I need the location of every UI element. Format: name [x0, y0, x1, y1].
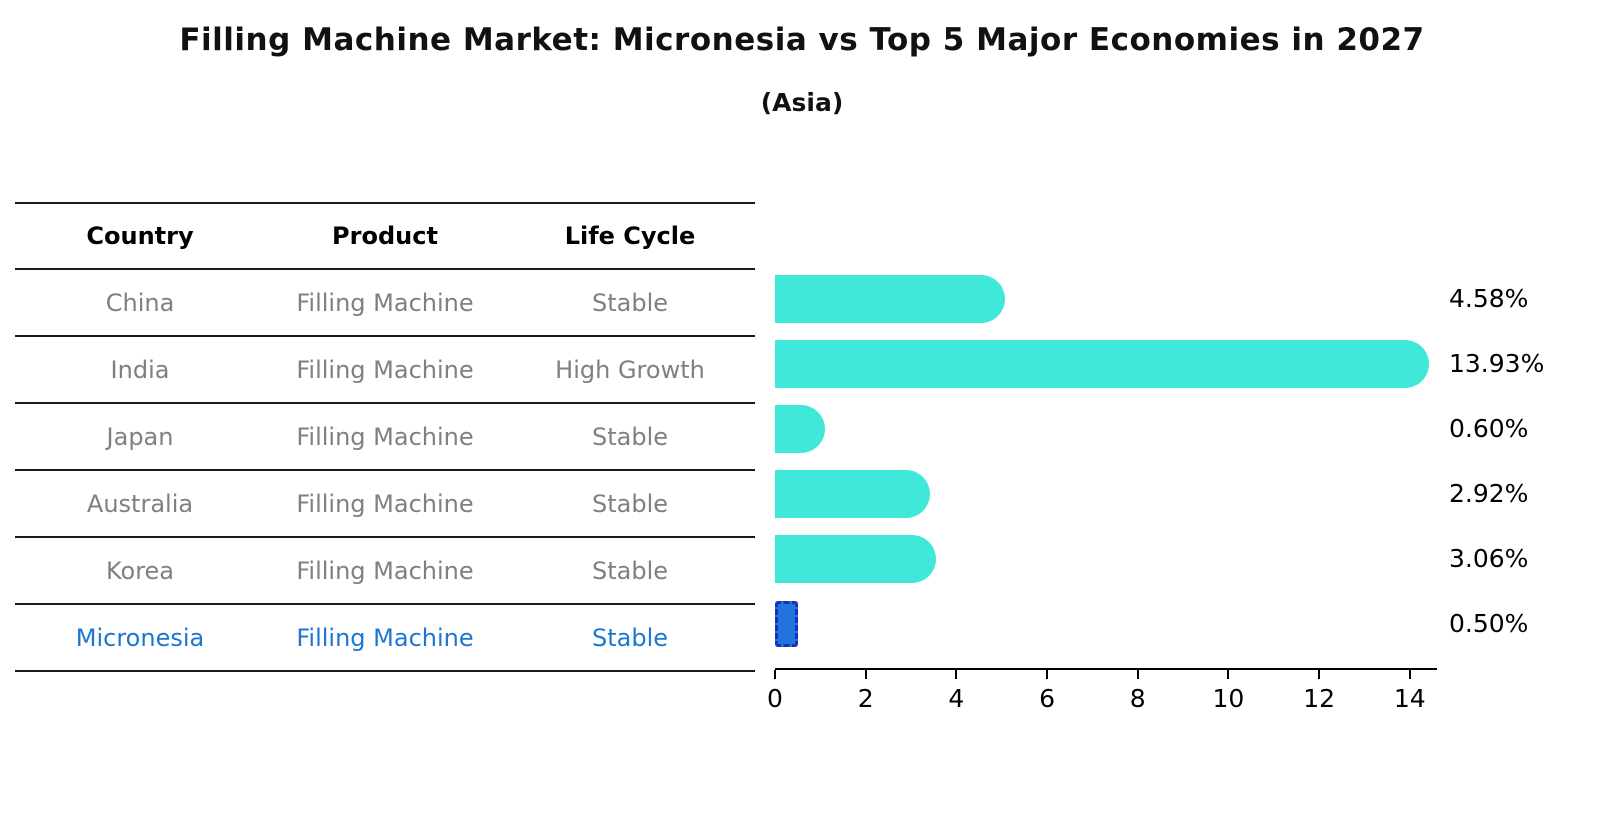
x-tick-mark	[1136, 670, 1139, 679]
product-cell: Filling Machine	[296, 355, 474, 384]
x-tick-label: 4	[948, 684, 965, 713]
x-axis: 0 2 4 6 8 10 12 14	[767, 668, 1437, 732]
x-tick-label: 10	[1212, 684, 1245, 713]
value-label: 3.06%	[1449, 544, 1529, 573]
country-cell: Australia	[86, 489, 194, 518]
header-product: Product	[332, 222, 438, 250]
x-tick-label: 6	[1039, 684, 1055, 713]
value-label: 13.93%	[1449, 349, 1545, 378]
country-table: Country Product Life Cycle China Filling…	[15, 202, 755, 672]
bar-japan	[775, 404, 825, 453]
x-tick-mark	[1408, 670, 1411, 679]
bar-row	[775, 266, 1437, 331]
bar-row	[775, 331, 1437, 396]
country-cell: Japan	[106, 422, 174, 451]
x-tick-label: 2	[857, 684, 874, 713]
table-row: India Filling Machine High Growth	[15, 337, 755, 404]
bar-china	[775, 274, 1006, 323]
value-label: 4.58%	[1449, 284, 1529, 313]
lifecycle-cell: High Growth	[555, 355, 705, 384]
lifecycle-cell: Stable	[591, 288, 669, 317]
chart-title: Filling Machine Market: Micronesia vs To…	[179, 22, 1425, 58]
value-row: 4.58%	[1449, 266, 1604, 331]
bar-row	[775, 591, 1437, 656]
bar-row	[775, 396, 1437, 461]
value-row: 2.92%	[1449, 461, 1604, 526]
header-lifecycle: Life Cycle	[564, 222, 696, 250]
lifecycle-cell: Stable	[591, 556, 669, 585]
bar-row	[775, 526, 1437, 591]
x-tick-mark	[1046, 670, 1049, 679]
x-tick-mark	[1318, 670, 1321, 679]
table-row-micronesia: Micronesia Filling Machine Stable	[15, 605, 755, 672]
x-tick-mark	[1227, 670, 1230, 679]
bar-korea	[775, 534, 937, 583]
bar-india	[775, 339, 1430, 388]
value-label: 2.92%	[1449, 479, 1529, 508]
country-cell: China	[105, 288, 175, 317]
bar-row	[775, 461, 1437, 526]
product-cell: Filling Machine	[296, 422, 474, 451]
chart-subtitle: (Asia)	[760, 88, 844, 117]
value-label: 0.50%	[1449, 609, 1529, 638]
value-row: 3.06%	[1449, 526, 1604, 591]
product-cell: Filling Machine	[296, 556, 474, 585]
x-tick-label: 8	[1129, 684, 1146, 713]
x-tick-mark	[955, 670, 958, 679]
bar-australia	[775, 469, 931, 518]
country-cell: Micronesia	[75, 623, 205, 652]
x-tick-label: 14	[1393, 684, 1426, 713]
value-row: 13.93%	[1449, 331, 1604, 396]
country-cell: Korea	[105, 556, 175, 585]
product-cell: Filling Machine	[296, 623, 474, 652]
value-row: 0.60%	[1449, 396, 1604, 461]
table-header-row: Country Product Life Cycle	[15, 202, 755, 270]
table-row: Korea Filling Machine Stable	[15, 538, 755, 605]
value-labels: 4.58% 13.93% 0.60% 2.92% 3.06% 0.50%	[1437, 266, 1604, 656]
value-label: 0.60%	[1449, 414, 1529, 443]
x-tick-label: 0	[767, 684, 783, 713]
lifecycle-cell: Stable	[591, 623, 669, 652]
x-tick-mark	[864, 670, 867, 679]
header-country: Country	[86, 222, 194, 250]
bar-micronesia	[775, 600, 798, 647]
lifecycle-cell: Stable	[591, 422, 669, 451]
table-row: Japan Filling Machine Stable	[15, 404, 755, 471]
product-cell: Filling Machine	[296, 489, 474, 518]
bar-plot: 0 2 4 6 8 10 12 14	[767, 266, 1437, 732]
x-tick-mark	[774, 670, 776, 679]
product-cell: Filling Machine	[296, 288, 474, 317]
table-row: China Filling Machine Stable	[15, 270, 755, 337]
x-tick-label: 12	[1303, 684, 1336, 713]
value-row: 0.50%	[1449, 591, 1604, 656]
chart-content: Country Product Life Cycle China Filling…	[0, 202, 1604, 732]
lifecycle-cell: Stable	[591, 489, 669, 518]
country-cell: India	[110, 355, 170, 384]
table-row: Australia Filling Machine Stable	[15, 471, 755, 538]
